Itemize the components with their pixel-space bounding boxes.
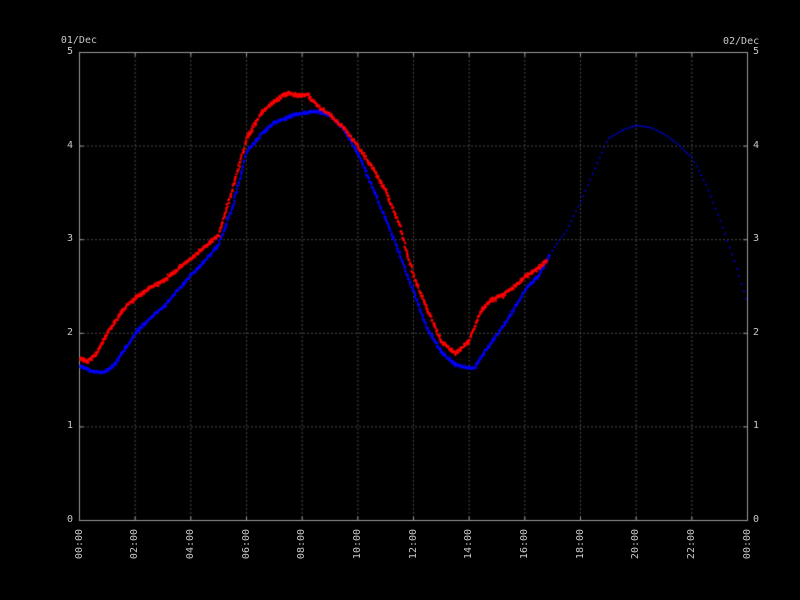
y-tick-label-left: 2 — [66, 326, 73, 338]
x-tick-label: 12:00 — [407, 528, 419, 560]
x-tick-label: 04:00 — [184, 528, 196, 560]
x-tick-label: 10:00 — [351, 528, 363, 560]
date-label-right: 02/Dec — [723, 36, 760, 47]
y-tick-label-right: 4 — [753, 139, 760, 151]
x-tick-label: 00:00 — [741, 528, 753, 560]
x-tick-label: 18:00 — [574, 528, 586, 560]
y-tick-label-right: 2 — [753, 326, 760, 338]
y-tick-label-left: 1 — [66, 420, 73, 432]
y-tick-label-right: 5 — [753, 46, 760, 57]
y-tick-label-right: 0 — [753, 514, 760, 525]
y-tick-label-right: 1 — [753, 420, 760, 432]
x-tick-label: 08:00 — [296, 528, 308, 560]
x-tick-label: 06:00 — [240, 528, 252, 560]
y-tick-label-left: 0 — [66, 514, 73, 525]
y-tick-label-left: 4 — [66, 139, 73, 151]
x-tick-label: 16:00 — [518, 528, 530, 560]
date-label-left: 01/Dec — [60, 35, 97, 46]
y-tick-label-left: 3 — [66, 233, 73, 245]
x-tick-label: 14:00 — [463, 528, 475, 560]
y-tick-label-right: 3 — [753, 233, 760, 245]
x-tick-label: 02:00 — [129, 528, 141, 560]
x-tick-label: 22:00 — [685, 528, 697, 560]
x-tick-label: 00:00 — [73, 528, 85, 560]
y-tick-label-left: 5 — [66, 46, 73, 57]
x-tick-label: 20:00 — [630, 528, 642, 560]
